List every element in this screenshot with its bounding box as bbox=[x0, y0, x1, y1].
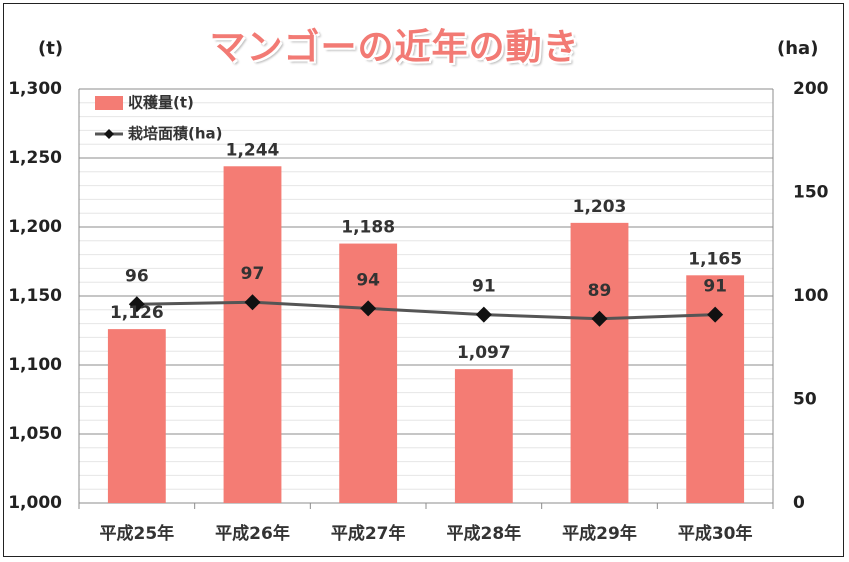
right-tick-label: 150 bbox=[793, 183, 829, 203]
left-tick-label: 1,000 bbox=[8, 493, 62, 513]
line-marker bbox=[244, 294, 261, 311]
left-tick-label: 1,150 bbox=[8, 286, 62, 306]
line-marker bbox=[591, 310, 608, 327]
chart-title: マンゴーの近年の動き bbox=[209, 27, 580, 68]
bar bbox=[454, 369, 513, 503]
bar-data-label: 1,126 bbox=[110, 303, 164, 323]
line-data-label: 94 bbox=[356, 270, 380, 290]
line-data-label: 97 bbox=[241, 264, 265, 284]
line-data-label: 96 bbox=[125, 266, 149, 286]
category-label: 平成27年 bbox=[331, 523, 406, 544]
bar bbox=[107, 329, 166, 503]
line-data-label: 91 bbox=[472, 277, 496, 297]
bar bbox=[339, 243, 398, 503]
right-axis-unit: (ha) bbox=[777, 38, 819, 59]
category-label: 平成30年 bbox=[678, 523, 753, 544]
area-line bbox=[136, 300, 716, 321]
line-data-label: 91 bbox=[703, 277, 727, 297]
line-marker bbox=[128, 296, 145, 313]
bar-data-label: 1,203 bbox=[573, 197, 627, 217]
bar bbox=[223, 166, 282, 503]
right-tick-label: 100 bbox=[793, 286, 829, 306]
left-tick-label: 1,250 bbox=[8, 148, 62, 168]
left-tick-label: 1,050 bbox=[8, 424, 62, 444]
category-label: 平成28年 bbox=[446, 523, 521, 544]
bar-data-label: 1,244 bbox=[226, 140, 280, 160]
left-tick-label: 1,200 bbox=[8, 217, 62, 237]
right-tick-label: 0 bbox=[793, 493, 805, 513]
left-tick-label: 1,100 bbox=[8, 355, 62, 375]
line-data-label: 89 bbox=[588, 281, 612, 301]
legend-marker-area bbox=[104, 129, 114, 139]
line-marker bbox=[360, 300, 377, 317]
line-marker bbox=[707, 306, 724, 323]
legend-label-area: 栽培面積(ha) bbox=[128, 125, 223, 143]
right-tick-label: 50 bbox=[793, 390, 817, 410]
bar bbox=[570, 222, 629, 504]
legend-label-harvest: 収穫量(t) bbox=[128, 94, 194, 112]
legend-swatch-harvest bbox=[95, 96, 123, 110]
category-label: 平成26年 bbox=[215, 523, 290, 544]
bar-data-label: 1,165 bbox=[688, 249, 742, 269]
bar-data-label: 1,097 bbox=[457, 343, 511, 363]
category-label: 平成25年 bbox=[99, 523, 174, 544]
left-axis-unit: (t) bbox=[38, 38, 64, 59]
left-tick-label: 1,300 bbox=[8, 79, 62, 99]
right-tick-label: 200 bbox=[793, 79, 829, 99]
category-label: 平成29年 bbox=[562, 523, 637, 544]
bar-data-label: 1,188 bbox=[341, 218, 395, 238]
line-marker bbox=[475, 306, 492, 323]
